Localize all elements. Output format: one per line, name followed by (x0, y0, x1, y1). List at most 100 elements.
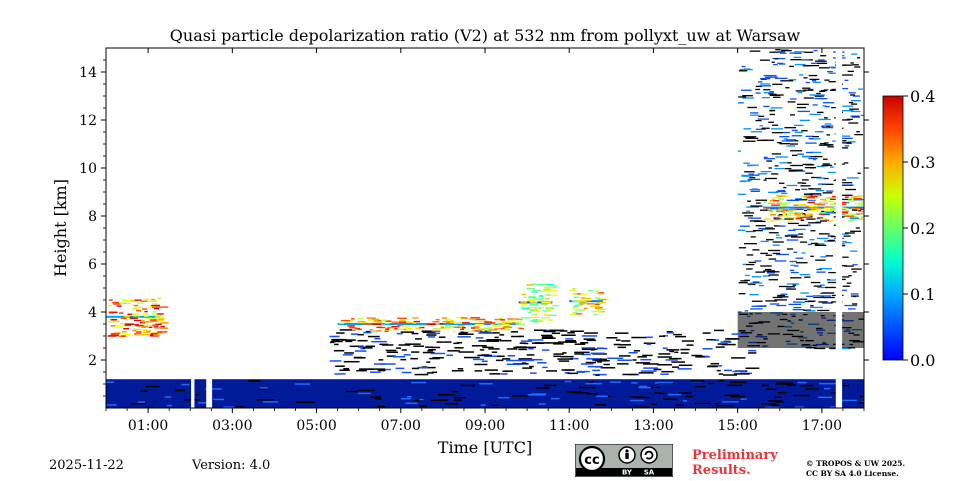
residual-layer-signal (658, 353, 671, 355)
cirrus-layer-signal (854, 207, 863, 209)
noise-speckle (809, 94, 814, 96)
early-aerosol-layer-signal (133, 304, 139, 307)
early-aerosol-layer-signal (144, 315, 149, 317)
noise-speckle (775, 156, 788, 158)
noise-speckle (804, 193, 813, 196)
boundary-layer-signal (675, 404, 684, 406)
cloud-feature-2-signal (580, 303, 585, 305)
elevated-aerosol-layer-signal (426, 323, 436, 326)
residual-layer-signal (413, 345, 425, 347)
elevated-aerosol-layer-signal (511, 318, 520, 320)
noise-speckle (819, 267, 833, 270)
noise-speckle (786, 248, 794, 250)
cloud-feature-1-signal (530, 283, 537, 286)
residual-layer-signal (745, 367, 760, 369)
residual-layer-signal (590, 352, 605, 355)
residual-layer-signal (421, 330, 434, 332)
noise-speckle (761, 127, 770, 129)
noise-speckle (807, 243, 812, 246)
noise-speckle (765, 76, 771, 78)
residual-layer-signal (718, 373, 724, 375)
noise-speckle (755, 271, 765, 273)
early-aerosol-layer-signal (143, 298, 150, 300)
cirrus-layer-signal (818, 213, 826, 215)
residual-layer-signal (451, 369, 464, 372)
cloud-feature-1-signal (521, 293, 527, 296)
noise-speckle (755, 88, 761, 91)
residual-layer-signal (586, 357, 591, 360)
noise-speckle (828, 81, 839, 83)
residual-layer-signal (438, 336, 446, 338)
elevated-aerosol-layer-signal (403, 328, 407, 331)
noise-speckle (797, 91, 803, 94)
noise-speckle (789, 52, 796, 54)
residual-layer-signal (680, 352, 689, 354)
cirrus-layer-signal (765, 208, 770, 210)
noise-speckle (852, 95, 860, 97)
noise-speckle (757, 118, 770, 120)
residual-layer-signal (427, 332, 441, 335)
noise-speckle (760, 252, 768, 255)
noise-speckle (742, 263, 747, 266)
residual-layer-signal (643, 363, 659, 365)
noise-speckle (755, 85, 763, 88)
early-aerosol-layer-signal (115, 325, 125, 327)
residual-layer-signal (414, 338, 422, 340)
noise-speckle (816, 217, 822, 220)
noise-speckle (823, 117, 828, 119)
boundary-layer-signal (740, 398, 747, 400)
noise-speckle (779, 225, 786, 227)
early-aerosol-layer-signal (155, 316, 165, 318)
noise-speckle (811, 62, 818, 64)
boundary-layer-signal (201, 406, 206, 408)
residual-layer-signal (691, 354, 703, 357)
residual-layer-signal (380, 363, 396, 365)
early-aerosol-layer-signal (107, 304, 112, 307)
residual-layer-signal (431, 371, 438, 374)
noise-speckle (749, 50, 761, 52)
noise-speckle (823, 177, 829, 180)
noise-speckle (842, 184, 854, 186)
noise-speckle (800, 219, 805, 221)
noise-speckle (745, 136, 754, 139)
early-aerosol-layer-signal (137, 302, 145, 304)
noise-speckle (750, 236, 756, 238)
noise-speckle (821, 183, 834, 185)
elevated-aerosol-layer-signal (468, 318, 475, 320)
noise-speckle (785, 288, 797, 290)
boundary-layer-signal (793, 394, 810, 397)
boundary-layer-signal (787, 384, 797, 386)
cloud-feature-1-signal (542, 310, 550, 312)
cirrus-layer-signal (767, 209, 777, 211)
residual-layer-signal (330, 340, 343, 343)
noise-speckle (804, 276, 811, 278)
y-tick-label: 12 (79, 113, 97, 129)
noise-speckle (812, 94, 825, 96)
residual-layer-signal (617, 346, 627, 349)
cloud-feature-2-signal (590, 305, 600, 308)
boundary-layer-signal (294, 383, 311, 385)
noise-speckle (852, 271, 857, 273)
residual-layer-signal (669, 357, 682, 360)
boundary-layer-signal (512, 395, 529, 397)
noise-speckle (828, 72, 839, 74)
residual-layer-signal (587, 365, 603, 368)
noise-speckle (768, 279, 779, 281)
early-aerosol-layer-signal (157, 297, 162, 300)
boundary-layer-signal (651, 403, 658, 406)
noise-speckle (757, 81, 763, 83)
x-tick-label: 03:00 (212, 418, 252, 434)
early-aerosol-layer-signal (113, 303, 121, 305)
residual-layer-signal (428, 348, 436, 351)
noise-speckle (824, 79, 830, 81)
early-aerosol-layer-signal (152, 302, 158, 305)
boundary-layer-signal (835, 384, 849, 387)
residual-layer-signal (411, 367, 420, 370)
elevated-aerosol-layer-signal (418, 326, 425, 329)
copyright-line-2: CC BY SA 4.0 License. (806, 469, 899, 478)
noise-speckle (816, 177, 825, 179)
noise-speckle (778, 285, 788, 288)
residual-layer-signal (430, 352, 445, 355)
noise-speckle (758, 115, 765, 117)
noise-speckle (760, 170, 772, 173)
